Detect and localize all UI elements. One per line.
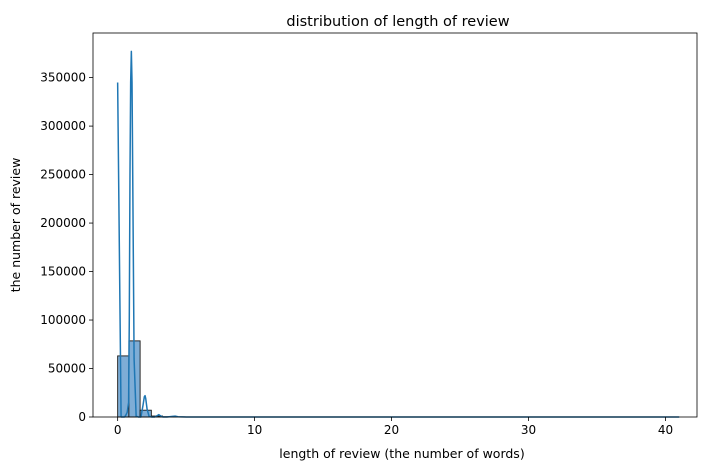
kde-line [116,50,680,418]
y-tick-label: 50000 [48,362,86,376]
axes-frame [92,32,698,418]
y-tick-label: 250000 [40,168,86,182]
y-tick-label: 300000 [40,119,86,133]
chart-title: distribution of length of review [286,14,509,30]
y-tick-label: 350000 [40,71,86,85]
plot-area: 0 10 20 30 40 0 50000 100000 150000 200000 250000 3… [40,32,698,437]
y-tick-label: 150000 [40,265,86,279]
y-axis-title: the number of review [8,158,23,293]
x-axis-title: length of review (the number of words) [279,446,524,461]
x-tick-label: 20 [384,423,399,437]
x-tick-label: 40 [658,423,673,437]
y-tick-label: 100000 [40,313,86,327]
y-tick-label: 0 [78,410,86,424]
x-tick-label: 0 [114,423,122,437]
x-tick-label: 30 [521,423,536,437]
x-tick-label: 10 [247,423,262,437]
y-tick-label: 200000 [40,216,86,230]
